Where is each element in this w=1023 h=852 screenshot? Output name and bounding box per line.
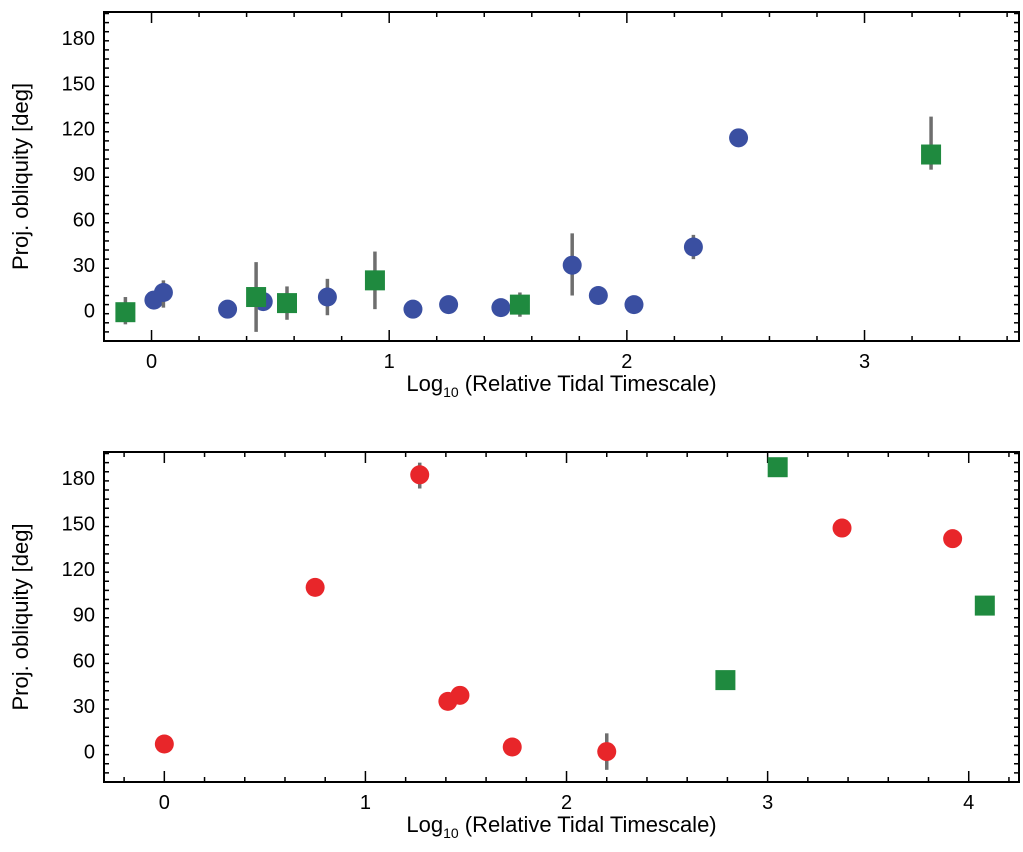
data-point-circle <box>683 237 703 257</box>
data-point-square <box>277 293 297 314</box>
data-point-circle <box>305 577 325 597</box>
data-point-square <box>921 144 942 165</box>
data-point-square <box>509 294 530 315</box>
data-point-circle <box>597 742 617 762</box>
data-point-square <box>115 302 136 323</box>
data-point-circle <box>439 295 459 315</box>
data-point-circle <box>624 295 644 315</box>
data-point-circle <box>491 298 511 318</box>
data-point-circle <box>317 287 337 307</box>
x-axis-label: Log10 (Relative Tidal Timescale) <box>406 812 716 841</box>
plot-frame <box>103 11 1020 342</box>
y-tick-label: 60 <box>73 650 95 672</box>
y-tick-label: 90 <box>73 164 95 186</box>
y-tick-label: 90 <box>73 605 95 627</box>
data-point-circle <box>832 518 852 538</box>
x-tick-label: 3 <box>859 351 870 373</box>
x-tick-label: 1 <box>360 792 371 814</box>
x-axis-label-main: Log <box>406 371 443 396</box>
x-axis-label: Log10 (Relative Tidal Timescale) <box>406 371 716 400</box>
y-tick-label: 120 <box>62 119 95 141</box>
y-tick-label: 120 <box>62 559 95 581</box>
y-tick-label: 30 <box>73 696 95 718</box>
y-tick-label: 30 <box>73 255 95 277</box>
data-point-square <box>974 595 995 616</box>
data-point-square <box>246 287 267 308</box>
x-tick-label: 0 <box>146 351 157 373</box>
series-0 <box>154 462 963 770</box>
x-tick-label: 4 <box>963 792 974 814</box>
y-tick-label: 150 <box>62 73 95 95</box>
bottom-panel: 0 30 60 90 120 150 180 0 1 2 3 4 Log10 (Relative Tid… <box>8 451 1020 841</box>
x-tick-label: 3 <box>762 792 773 814</box>
data-point-circle <box>562 255 582 275</box>
x-axis-label-rest: (Relative Tidal Timescale) <box>459 371 717 396</box>
x-tick-label: 2 <box>621 351 632 373</box>
x-axis-label-rest: (Relative Tidal Timescale) <box>459 812 717 837</box>
data-point-circle <box>943 529 963 549</box>
data-point-circle <box>153 282 173 302</box>
data-point-circle <box>403 299 423 319</box>
plot-frame <box>103 451 1020 783</box>
x-tick-label: 1 <box>384 351 395 373</box>
x-axis-label-subscript: 10 <box>443 825 459 841</box>
data-point-circle <box>410 465 430 485</box>
x-axis-label-subscript: 10 <box>443 384 459 400</box>
data-point-circle <box>502 737 522 757</box>
data-point-circle <box>218 299 238 319</box>
data-point-square <box>767 457 788 478</box>
data-point-circle <box>154 734 174 754</box>
data-point-square <box>715 670 736 691</box>
series-1 <box>715 457 995 691</box>
top-panel: 0 30 60 90 120 150 180 0 1 2 3 Log10 (Relative Tida… <box>8 11 1020 400</box>
y-tick-label: 180 <box>62 28 95 50</box>
y-tick-label: 0 <box>84 742 95 764</box>
x-axis-label-main: Log <box>406 812 443 837</box>
data-point-circle <box>588 286 608 306</box>
y-tick-label: 180 <box>62 468 95 490</box>
data-point-circle <box>729 128 749 148</box>
y-axis-label: Proj. obliquity [deg] <box>8 83 33 270</box>
y-axis-label: Proj. obliquity [deg] <box>8 523 33 710</box>
x-tick-label: 0 <box>159 792 170 814</box>
y-tick-label: 150 <box>62 513 95 535</box>
data-point-square <box>364 270 385 291</box>
y-tick-label: 60 <box>73 210 95 232</box>
data-point-circle <box>450 685 470 705</box>
series-0 <box>144 128 749 319</box>
x-tick-label: 2 <box>561 792 572 814</box>
series-1 <box>115 116 942 332</box>
y-tick-label: 0 <box>84 301 95 323</box>
